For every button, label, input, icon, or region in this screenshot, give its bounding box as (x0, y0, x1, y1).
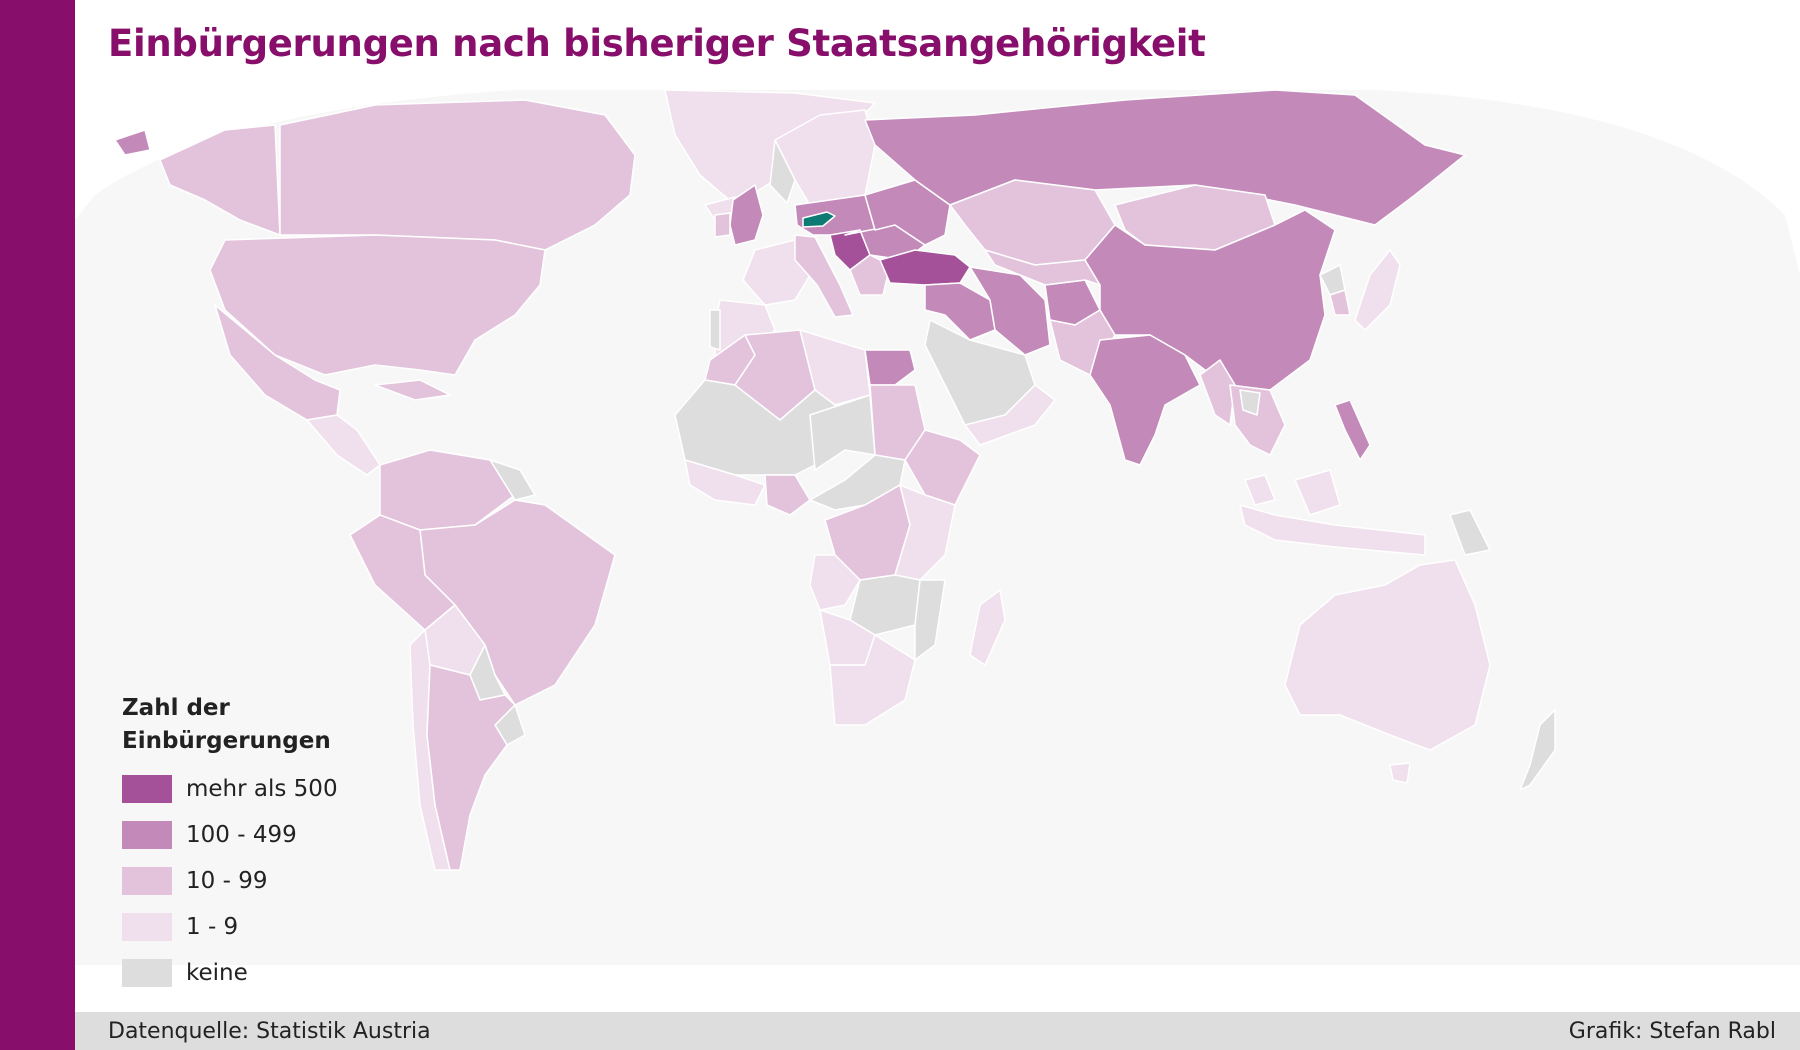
country-central-africa[interactable] (809, 454, 906, 511)
world-map (75, 85, 1800, 1010)
legend-swatch (122, 913, 172, 941)
country-alaska[interactable] (159, 124, 281, 236)
legend-title-line1: Zahl der (122, 695, 230, 721)
country-central-asia[interactable] (984, 249, 1101, 286)
country-alaska-west[interactable] (114, 129, 151, 156)
legend-swatch (122, 867, 172, 895)
country-south-korea[interactable] (1329, 289, 1351, 316)
country-philippines[interactable] (1334, 399, 1371, 461)
legend-swatch (122, 775, 172, 803)
legend-title: Zahl der Einbürgerungen (122, 692, 422, 758)
country-mozambique[interactable] (914, 579, 946, 661)
country-tasmania[interactable] (1389, 762, 1411, 784)
country-japan[interactable] (1354, 249, 1401, 331)
country-ireland[interactable] (714, 212, 731, 238)
country-australia[interactable] (1284, 559, 1491, 751)
accent-bar (0, 0, 75, 1050)
graphic-credit: Grafik: Stefan Rabl (1568, 1019, 1776, 1044)
legend-label: 1 - 9 (186, 914, 239, 940)
legend-title-line2: Einbürgerungen (122, 728, 331, 754)
legend-label: 100 - 499 (186, 822, 297, 848)
legend-swatch (122, 821, 172, 849)
country-madagascar[interactable] (969, 589, 1006, 666)
page-title: Einbürgerungen nach bisheriger Staatsang… (108, 22, 1206, 65)
country-syria-iraq[interactable] (924, 282, 996, 341)
legend-item: keine (122, 950, 422, 996)
country-russia[interactable] (864, 89, 1466, 226)
legend-item: mehr als 500 (122, 766, 422, 812)
legend-label: mehr als 500 (186, 776, 338, 802)
country-borneo[interactable] (1294, 469, 1341, 516)
country-guyana[interactable] (489, 459, 536, 501)
country-malaysia[interactable] (1244, 474, 1276, 506)
country-chad-niger[interactable] (809, 394, 876, 471)
country-west-africa-coast[interactable] (684, 459, 766, 506)
country-norway[interactable] (769, 139, 796, 204)
country-turkey[interactable] (879, 249, 971, 286)
country-laos-cambodia[interactable] (1239, 389, 1261, 416)
footer: Datenquelle: Statistik Austria Grafik: S… (75, 1012, 1800, 1050)
country-angola[interactable] (809, 554, 861, 611)
legend-item: 1 - 9 (122, 904, 422, 950)
country-usa[interactable] (209, 234, 546, 376)
country-argentina[interactable] (426, 664, 516, 871)
country-iran[interactable] (969, 266, 1051, 356)
legend-item: 10 - 99 (122, 858, 422, 904)
country-peru[interactable] (349, 514, 456, 631)
country-yemen-oman[interactable] (964, 384, 1056, 446)
country-new-zealand[interactable] (1519, 709, 1556, 791)
world-map-svg (75, 89, 1800, 965)
legend: Zahl der Einbürgerungen mehr als 500 100… (122, 692, 422, 996)
country-egypt[interactable] (864, 349, 916, 386)
country-kenya-tanzania[interactable] (894, 484, 956, 581)
country-south-africa[interactable] (829, 634, 916, 726)
country-papua-new-guinea[interactable] (1449, 509, 1491, 556)
country-libya[interactable] (799, 329, 871, 406)
data-source: Datenquelle: Statistik Austria (108, 1019, 431, 1044)
legend-label: 10 - 99 (186, 868, 268, 894)
country-china[interactable] (1084, 209, 1336, 391)
country-italy[interactable] (794, 234, 854, 318)
country-portugal[interactable] (709, 309, 721, 351)
country-india[interactable] (1089, 334, 1201, 466)
legend-label: keine (186, 960, 248, 986)
country-austria[interactable] (802, 211, 836, 228)
country-canada[interactable] (279, 99, 636, 251)
country-nigeria[interactable] (764, 474, 811, 516)
legend-swatch (122, 959, 172, 987)
legend-item: 100 - 499 (122, 812, 422, 858)
country-cuba[interactable] (374, 379, 451, 401)
country-indonesia[interactable] (1239, 504, 1426, 556)
country-greece[interactable] (849, 254, 891, 296)
